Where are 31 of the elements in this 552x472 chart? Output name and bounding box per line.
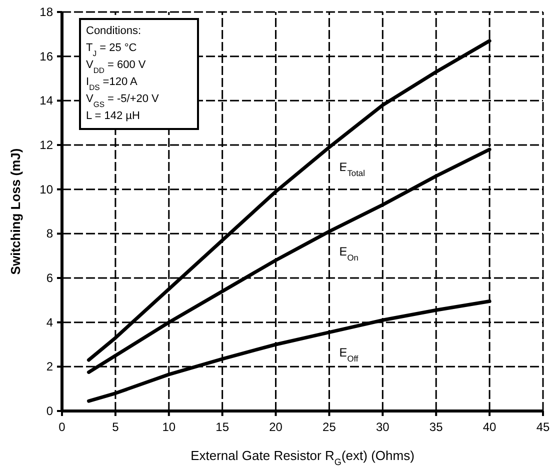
y-tick-label: 10	[40, 182, 54, 196]
series-label: E$_{Off}$	[339, 345, 359, 364]
x-axis-title: External Gate Resistor R$_{G}$(ext) (Ohms)	[190, 448, 414, 467]
x-tick-label: 45	[536, 420, 550, 434]
y-tick-label: 2	[46, 360, 54, 374]
y-tick-label: 0	[46, 404, 54, 418]
y-tick-label: 8	[46, 226, 54, 241]
annotation: I$_{DS}$ =120 A	[86, 76, 138, 92]
annotation: T$_{J}$ = 25 °C	[86, 42, 137, 58]
x-tick-label: 15	[216, 420, 230, 434]
annotation: Conditions:	[86, 25, 142, 37]
x-tick-label: 20	[269, 420, 283, 434]
y-tick-label: 18	[40, 5, 54, 19]
x-tick-label: 0	[58, 420, 66, 434]
y-tick-label: 16	[40, 49, 54, 64]
x-tick-label: 25	[322, 420, 336, 434]
annotation: V$_{DD}$ = 600 V	[86, 59, 146, 74]
annotation: V$_{GS}$ = -5/+20 V	[86, 93, 160, 108]
annotation: L = 142 µH	[86, 110, 140, 122]
x-tick-label: 10	[162, 420, 176, 434]
y-tick-label: 6	[46, 271, 54, 285]
y-tick-label: 12	[40, 138, 54, 152]
x-tick-label: 40	[482, 420, 497, 434]
y-tick-label: 4	[46, 315, 54, 330]
y-axis-title: Switching Loss (mJ)	[8, 148, 23, 275]
series-label: E$_{On}$	[339, 244, 359, 262]
x-tick-label: 35	[429, 420, 444, 434]
series-label: E$_{Total}$	[339, 160, 366, 178]
x-tick-label: 5	[112, 420, 120, 434]
y-tick-label: 14	[40, 94, 54, 108]
x-tick-label: 30	[376, 420, 390, 434]
